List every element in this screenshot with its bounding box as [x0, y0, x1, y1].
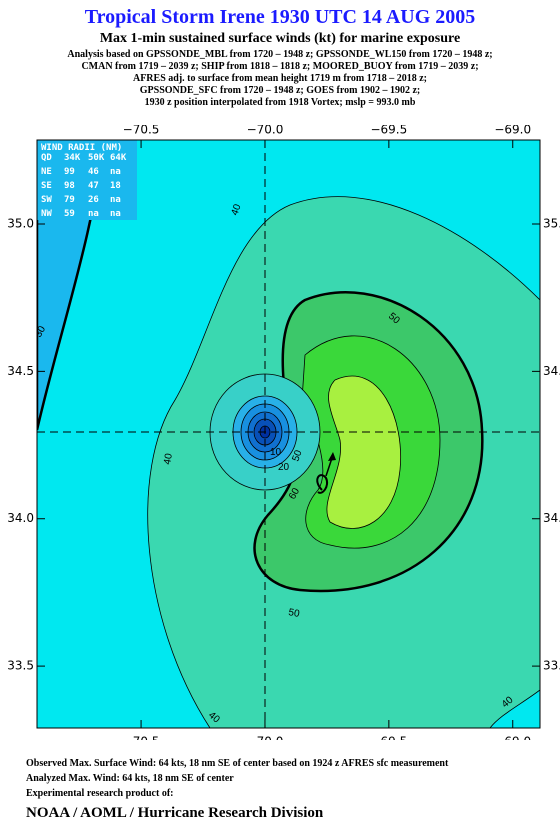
analysis-line: CMAN from 1719 – 2039 z; SHIP from 1818 …: [81, 61, 479, 72]
contour-label: 50: [290, 448, 304, 463]
analysis-line: 1930 z position interpolated from 1918 V…: [144, 97, 416, 108]
wind-radii-cell: na: [110, 167, 121, 177]
wind-radii-header: QD: [41, 153, 52, 163]
frame: [36, 139, 541, 729]
contour-label: 40: [229, 202, 243, 217]
wind-radii-box: [37, 140, 137, 220]
wind-radii-header: 50K: [88, 153, 105, 163]
analysis-line: GPSSONDE_SFC from 1720 – 1948 z; GOES fr…: [139, 85, 421, 96]
y-tick-label: 33.5: [7, 659, 34, 673]
x-tick-label: −69.0: [494, 125, 531, 137]
contours: 30 40 40 40 40 50 50 50 60 10 20: [33, 140, 540, 728]
wind-radii-cell: 99: [64, 167, 75, 177]
wind-radii-cell: 98: [64, 181, 75, 191]
ticks: −70.5 −70.5 −70.0 −70.0 −69.5 −69.5 −69.0 −69.0…: [7, 125, 560, 740]
wind-radii-cell: na: [110, 209, 121, 219]
max-wind-marker: [316, 474, 328, 494]
wind-radii-cell: NE: [41, 167, 52, 177]
subtitle: Max 1-min sustained surface winds (kt) f…: [99, 31, 461, 46]
y-tick-label: 34.0: [543, 511, 560, 525]
page: Tropical Storm Irene 1930 UTC 14 AUG 200…: [0, 6, 560, 821]
y-tick-label: 34.5: [543, 364, 560, 378]
x-tick-label: −70.0: [247, 735, 284, 741]
y-tick-label: 33.5: [543, 659, 560, 673]
wind-radii-header: 34K: [64, 153, 81, 163]
wind-radii-cell: SE: [41, 181, 52, 191]
x-tick-label: −70.5: [123, 735, 160, 741]
wind-radii-title: WIND RADII (NM): [41, 143, 122, 153]
analysis-line: AFRES adj. to surface from mean height 1…: [132, 73, 428, 84]
region-above-64: [326, 375, 402, 529]
title: Tropical Storm Irene 1930 UTC 14 AUG 200…: [84, 6, 476, 28]
footer-line: Analyzed Max. Wind: 64 kts, 18 nm SE of …: [26, 773, 234, 784]
y-tick-label: 34.5: [7, 364, 34, 378]
y-tick-label: 34.0: [7, 511, 34, 525]
footer: Observed Max. Surface Wind: 64 kts, 18 n…: [26, 756, 448, 821]
contour-label: 10: [270, 447, 282, 458]
x-tick-label: −70.0: [247, 125, 284, 137]
map: 30 40 40 40 40 50 50 50 60 10 20 −70.5 −7…: [7, 125, 560, 740]
contour-label: 50: [287, 607, 300, 620]
wind-radii-header: 64K: [110, 153, 127, 163]
wind-radii-cell: 79: [64, 195, 75, 205]
wind-radii-cell: na: [88, 209, 99, 219]
y-tick-label: 35.0: [543, 217, 560, 231]
wind-radii-cell: 46: [88, 167, 99, 177]
x-tick-label: −69.0: [494, 735, 531, 741]
y-tick-label: 35.0: [7, 217, 34, 231]
contour-label: 20: [278, 462, 290, 473]
wind-radii-cell: 26: [88, 195, 99, 205]
footer-line: Experimental research product of:: [26, 788, 174, 799]
wind-radii-cell: 18: [110, 181, 121, 191]
footer-line: Observed Max. Surface Wind: 64 kts, 18 n…: [26, 758, 449, 769]
contour-label: 40: [162, 452, 175, 465]
arrow-head: [328, 452, 336, 461]
wind-radii-cell: 59: [64, 209, 75, 219]
wind-radii-cell: NW: [41, 209, 52, 219]
contour-label: 60: [287, 486, 302, 502]
wind-radii: WIND RADII (NM)QD 34K 50K 64K NE 99 46 na SE 98 47…: [41, 143, 127, 219]
x-tick-label: −70.5: [123, 125, 160, 137]
contour-label: 30: [33, 324, 48, 340]
wind-radii-cell: 47: [88, 181, 99, 191]
x-tick-label: −69.5: [370, 125, 407, 137]
wind-radii-cell: na: [110, 195, 121, 205]
x-tick-label: −69.5: [370, 735, 407, 741]
analysis-line: Analysis based on GPSSONDE_MBL from 1720…: [67, 49, 493, 60]
wind-radii-cell: SW: [41, 195, 52, 205]
organization: NOAA / AOML / Hurricane Research Divisio…: [26, 805, 324, 821]
